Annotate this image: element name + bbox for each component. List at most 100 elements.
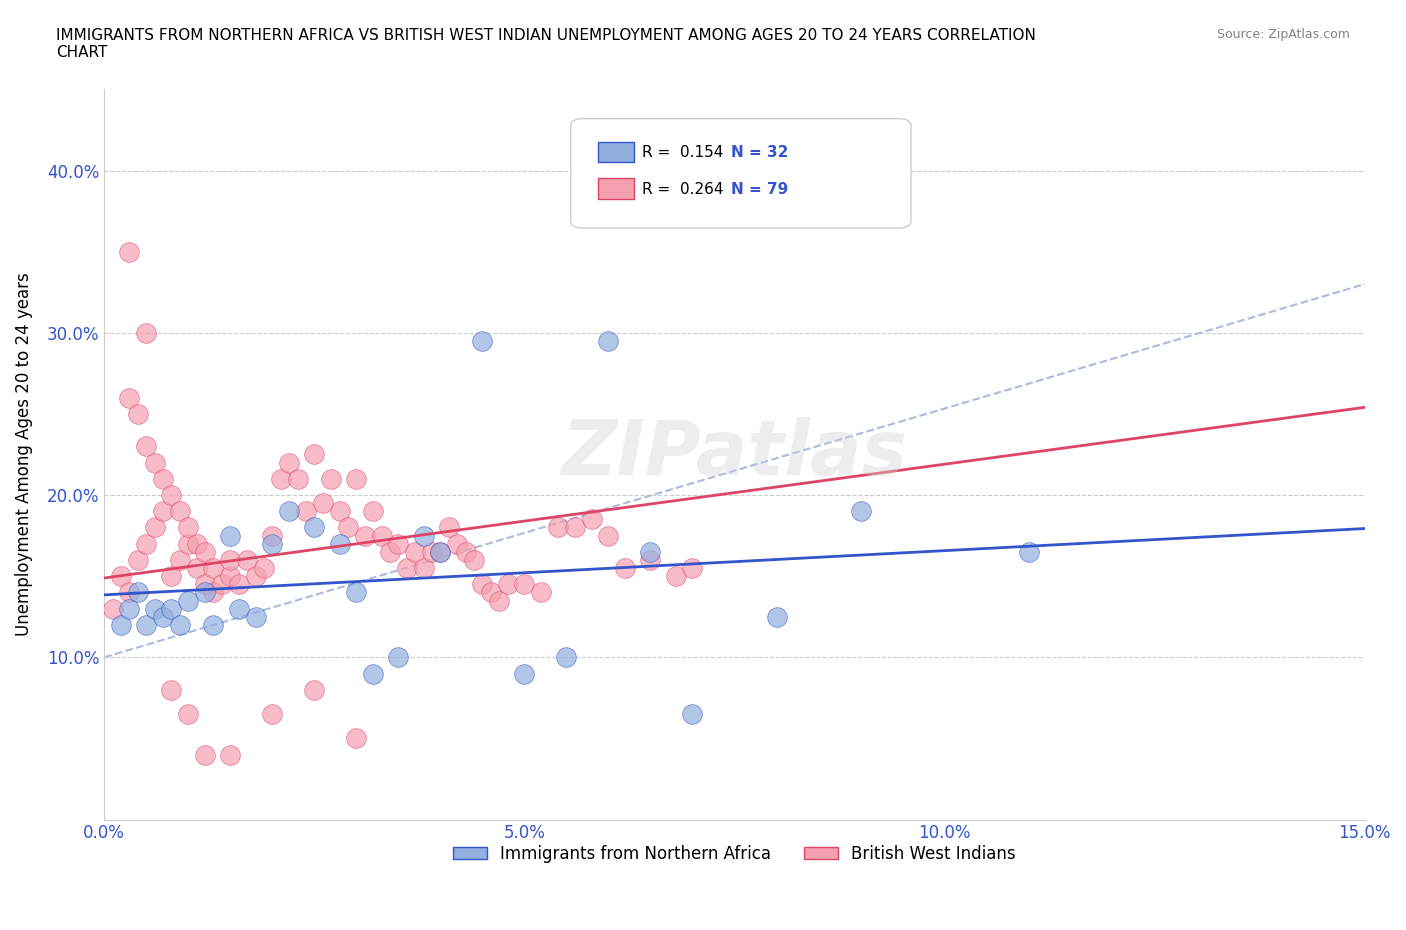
Point	[177, 593, 200, 608]
Point	[304, 447, 326, 462]
Point	[488, 593, 510, 608]
Point	[454, 544, 477, 559]
Point	[387, 650, 409, 665]
Point	[219, 552, 242, 567]
Point	[496, 577, 519, 591]
Point	[160, 569, 183, 584]
Point	[598, 334, 620, 349]
Point	[101, 601, 124, 616]
Point	[228, 577, 250, 591]
Point	[513, 577, 536, 591]
Point	[253, 561, 276, 576]
Point	[177, 520, 200, 535]
Point	[110, 569, 132, 584]
Text: R =  0.154: R = 0.154	[643, 145, 724, 160]
Point	[118, 585, 141, 600]
Point	[344, 731, 367, 746]
Point	[194, 585, 217, 600]
Point	[640, 544, 662, 559]
Point	[513, 666, 536, 681]
Point	[135, 439, 157, 454]
Text: IMMIGRANTS FROM NORTHERN AFRICA VS BRITISH WEST INDIAN UNEMPLOYMENT AMONG AGES 2: IMMIGRANTS FROM NORTHERN AFRICA VS BRITI…	[56, 28, 1036, 60]
Point	[236, 552, 259, 567]
Text: N = 79: N = 79	[731, 182, 787, 197]
Point	[194, 544, 217, 559]
Point	[765, 609, 787, 624]
Point	[278, 455, 301, 470]
Point	[429, 544, 451, 559]
Point	[328, 537, 350, 551]
Point	[219, 569, 242, 584]
Point	[262, 537, 284, 551]
Point	[143, 455, 166, 470]
Point	[160, 487, 183, 502]
Point	[682, 561, 704, 576]
Point	[312, 496, 335, 511]
Point	[304, 520, 326, 535]
Point	[169, 504, 191, 519]
Text: R =  0.264: R = 0.264	[643, 182, 724, 197]
Text: N = 32: N = 32	[731, 145, 789, 160]
Legend: Immigrants from Northern Africa, British West Indians: Immigrants from Northern Africa, British…	[447, 838, 1022, 870]
Point	[328, 504, 350, 519]
Point	[110, 618, 132, 632]
Point	[437, 520, 460, 535]
Point	[547, 520, 569, 535]
Point	[262, 528, 284, 543]
Point	[202, 561, 225, 576]
Point	[404, 544, 426, 559]
Point	[262, 707, 284, 722]
Point	[127, 406, 149, 421]
Point	[177, 707, 200, 722]
Point	[245, 609, 267, 624]
Point	[387, 537, 409, 551]
Point	[219, 528, 242, 543]
Point	[160, 601, 183, 616]
Point	[135, 326, 157, 340]
Point	[152, 472, 174, 486]
Point	[118, 245, 141, 259]
Point	[361, 666, 384, 681]
Point	[245, 569, 267, 584]
Point	[194, 577, 217, 591]
Y-axis label: Unemployment Among Ages 20 to 24 years: Unemployment Among Ages 20 to 24 years	[15, 272, 32, 636]
Point	[849, 504, 872, 519]
Point	[1018, 544, 1040, 559]
Point	[370, 528, 392, 543]
Point	[682, 707, 704, 722]
Point	[169, 618, 191, 632]
Point	[640, 552, 662, 567]
Point	[186, 537, 208, 551]
Point	[378, 544, 401, 559]
Point	[194, 747, 217, 762]
Point	[177, 537, 200, 551]
Point	[152, 609, 174, 624]
Point	[211, 577, 233, 591]
Point	[228, 601, 250, 616]
Point	[555, 650, 578, 665]
Point	[143, 520, 166, 535]
Point	[160, 683, 183, 698]
Point	[412, 561, 434, 576]
Point	[598, 528, 620, 543]
Text: ZIPatlas: ZIPatlas	[561, 418, 907, 491]
Point	[429, 544, 451, 559]
Point	[118, 391, 141, 405]
Point	[118, 601, 141, 616]
Point	[135, 537, 157, 551]
Point	[135, 618, 157, 632]
Point	[278, 504, 301, 519]
Point	[127, 552, 149, 567]
FancyBboxPatch shape	[599, 179, 634, 199]
Point	[143, 601, 166, 616]
Point	[471, 577, 494, 591]
Point	[564, 520, 586, 535]
Point	[295, 504, 318, 519]
FancyBboxPatch shape	[571, 119, 911, 228]
Point	[270, 472, 292, 486]
Point	[152, 504, 174, 519]
Point	[361, 504, 384, 519]
Text: Source: ZipAtlas.com: Source: ZipAtlas.com	[1216, 28, 1350, 41]
Point	[336, 520, 359, 535]
Point	[581, 512, 603, 526]
